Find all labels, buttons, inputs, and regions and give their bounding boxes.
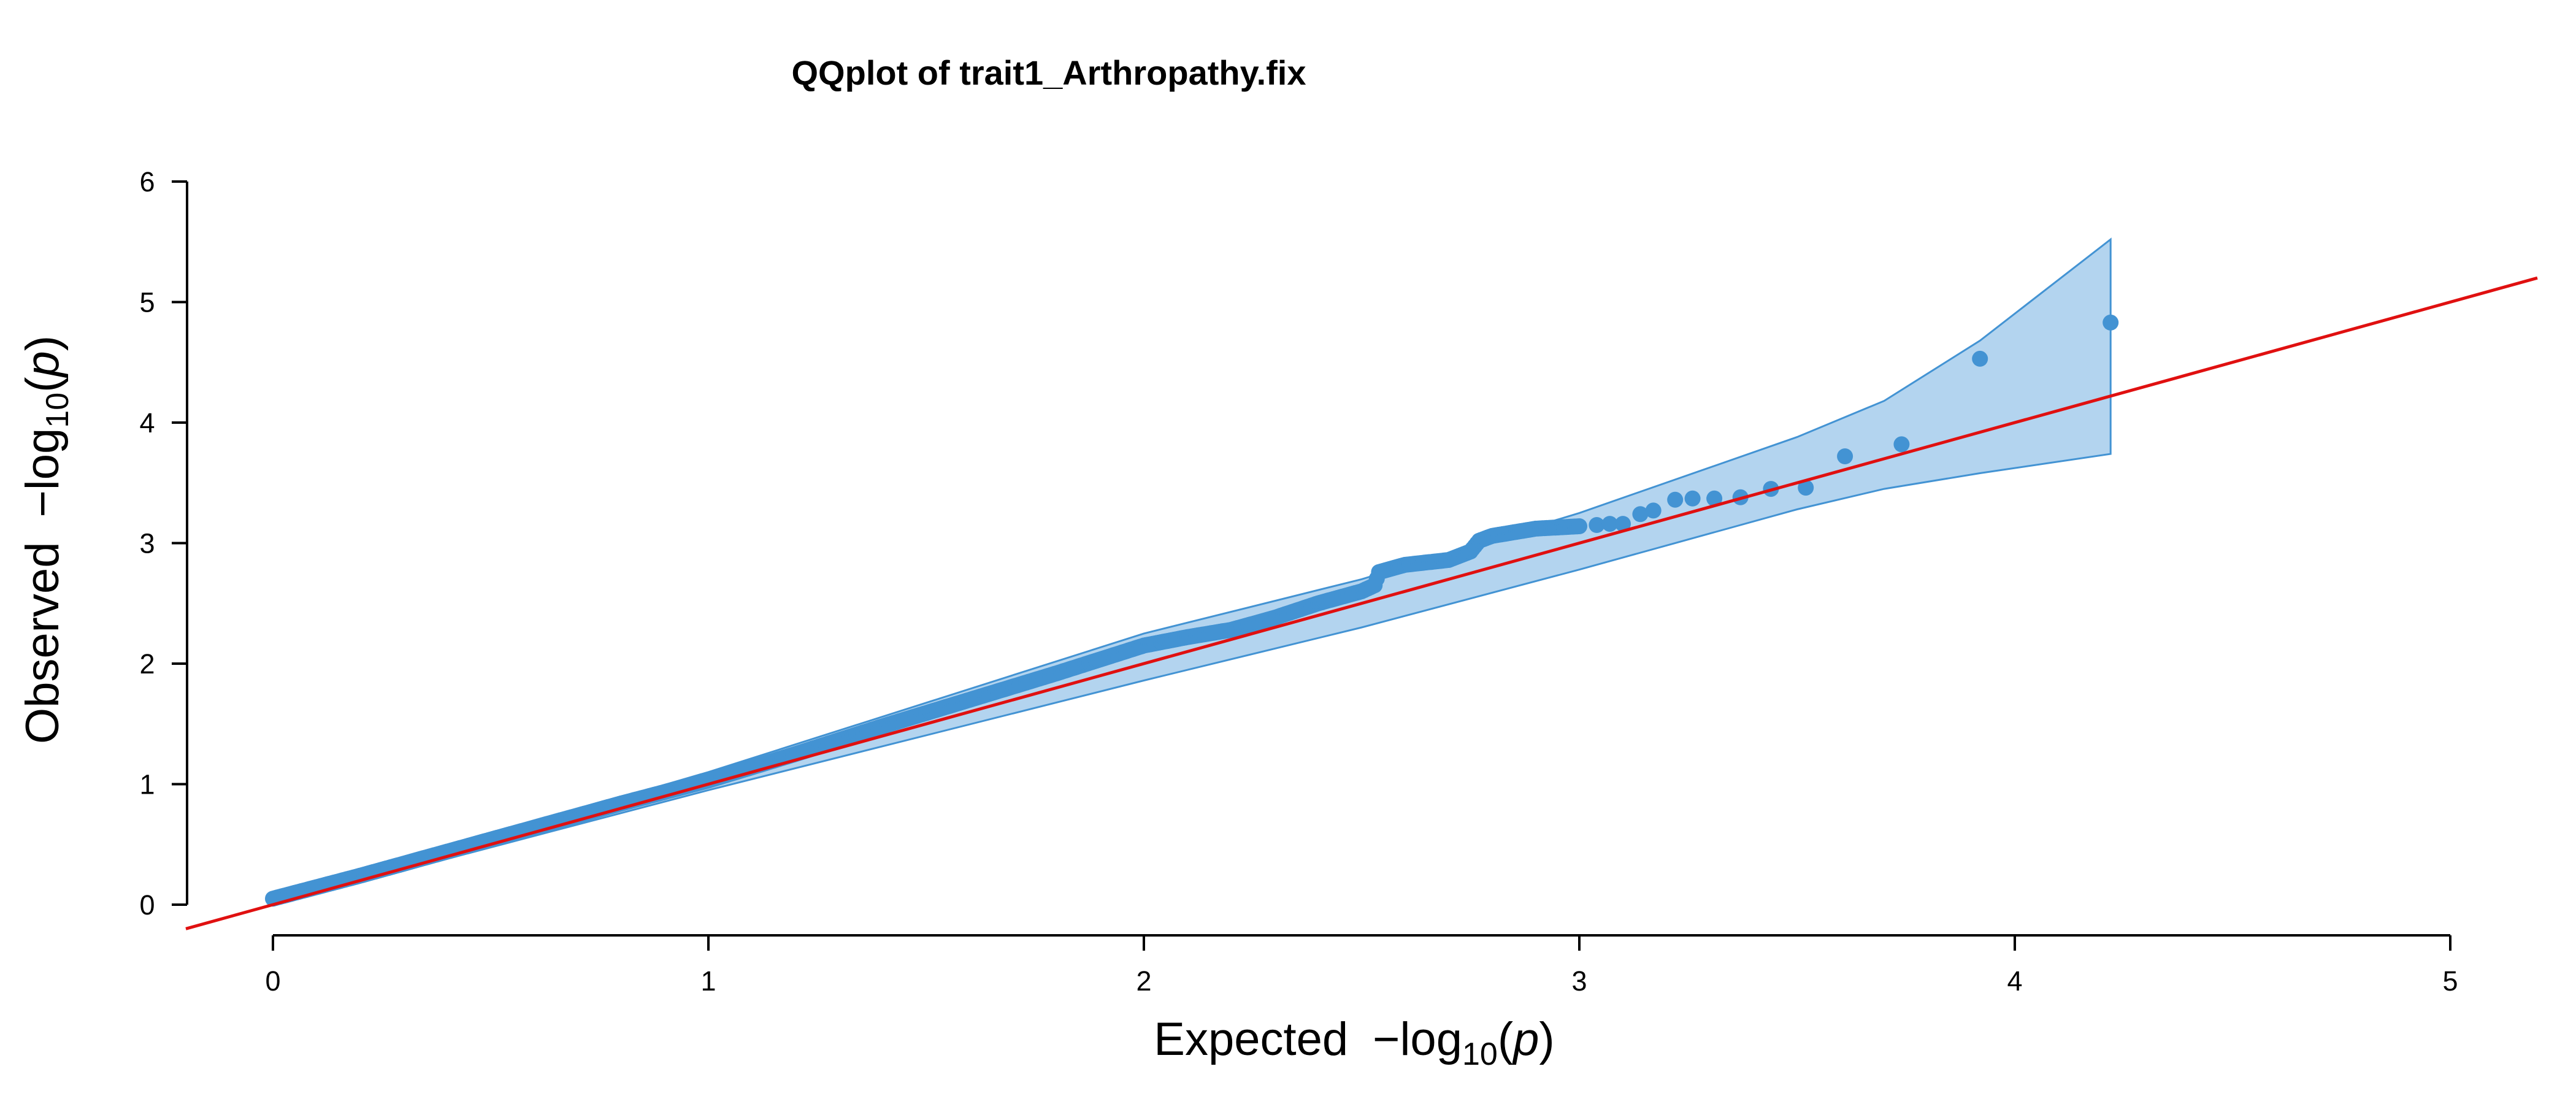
data-point <box>1645 502 1662 519</box>
reference-line <box>185 276 2538 930</box>
confidence-band <box>272 237 2112 906</box>
data-point <box>1667 491 1684 508</box>
data-point <box>1798 480 1814 496</box>
x-tick-label: 0 <box>265 965 280 997</box>
data-point <box>1589 517 1605 533</box>
y-tick-label: 0 <box>139 889 155 921</box>
y-tick-label: 6 <box>139 166 155 197</box>
y-tick-label: 1 <box>139 769 155 800</box>
data-point <box>1837 448 1853 464</box>
x-axis: 0 1 2 3 4 5 <box>265 934 2458 997</box>
data-point <box>1706 490 1723 507</box>
x-tick-label: 4 <box>2007 965 2022 997</box>
chart-title: QQplot of trait1_Arthropathy.fix <box>792 53 1306 92</box>
y-axis: 0 1 2 3 4 5 6 <box>139 166 188 921</box>
data-point <box>1601 516 1618 532</box>
data-point <box>1571 518 1587 534</box>
y-tick-label: 4 <box>139 407 155 439</box>
dense-points-series <box>265 518 1587 907</box>
x-tick-label: 5 <box>2442 965 2458 997</box>
x-tick-label: 1 <box>700 965 716 997</box>
data-point <box>1972 350 1988 367</box>
x-axis-label: Expected −log10(p) <box>1154 1013 1554 1072</box>
data-point <box>1893 436 1910 453</box>
x-tick-label: 3 <box>1571 965 1587 997</box>
data-point <box>1684 490 1701 507</box>
y-tick-label: 5 <box>139 287 155 318</box>
data-point <box>1632 506 1649 523</box>
sparse-points-series <box>1589 314 2119 533</box>
data-point <box>1615 516 1631 532</box>
x-tick-label: 2 <box>1136 965 1151 997</box>
y-tick-label: 2 <box>139 648 155 680</box>
data-point <box>2103 314 2119 331</box>
y-axis-label: Observed−log10(p) <box>17 335 75 744</box>
y-tick-label: 3 <box>139 528 155 559</box>
